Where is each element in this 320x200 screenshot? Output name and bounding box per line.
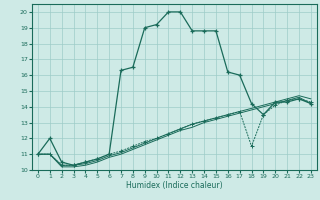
X-axis label: Humidex (Indice chaleur): Humidex (Indice chaleur) — [126, 181, 223, 190]
